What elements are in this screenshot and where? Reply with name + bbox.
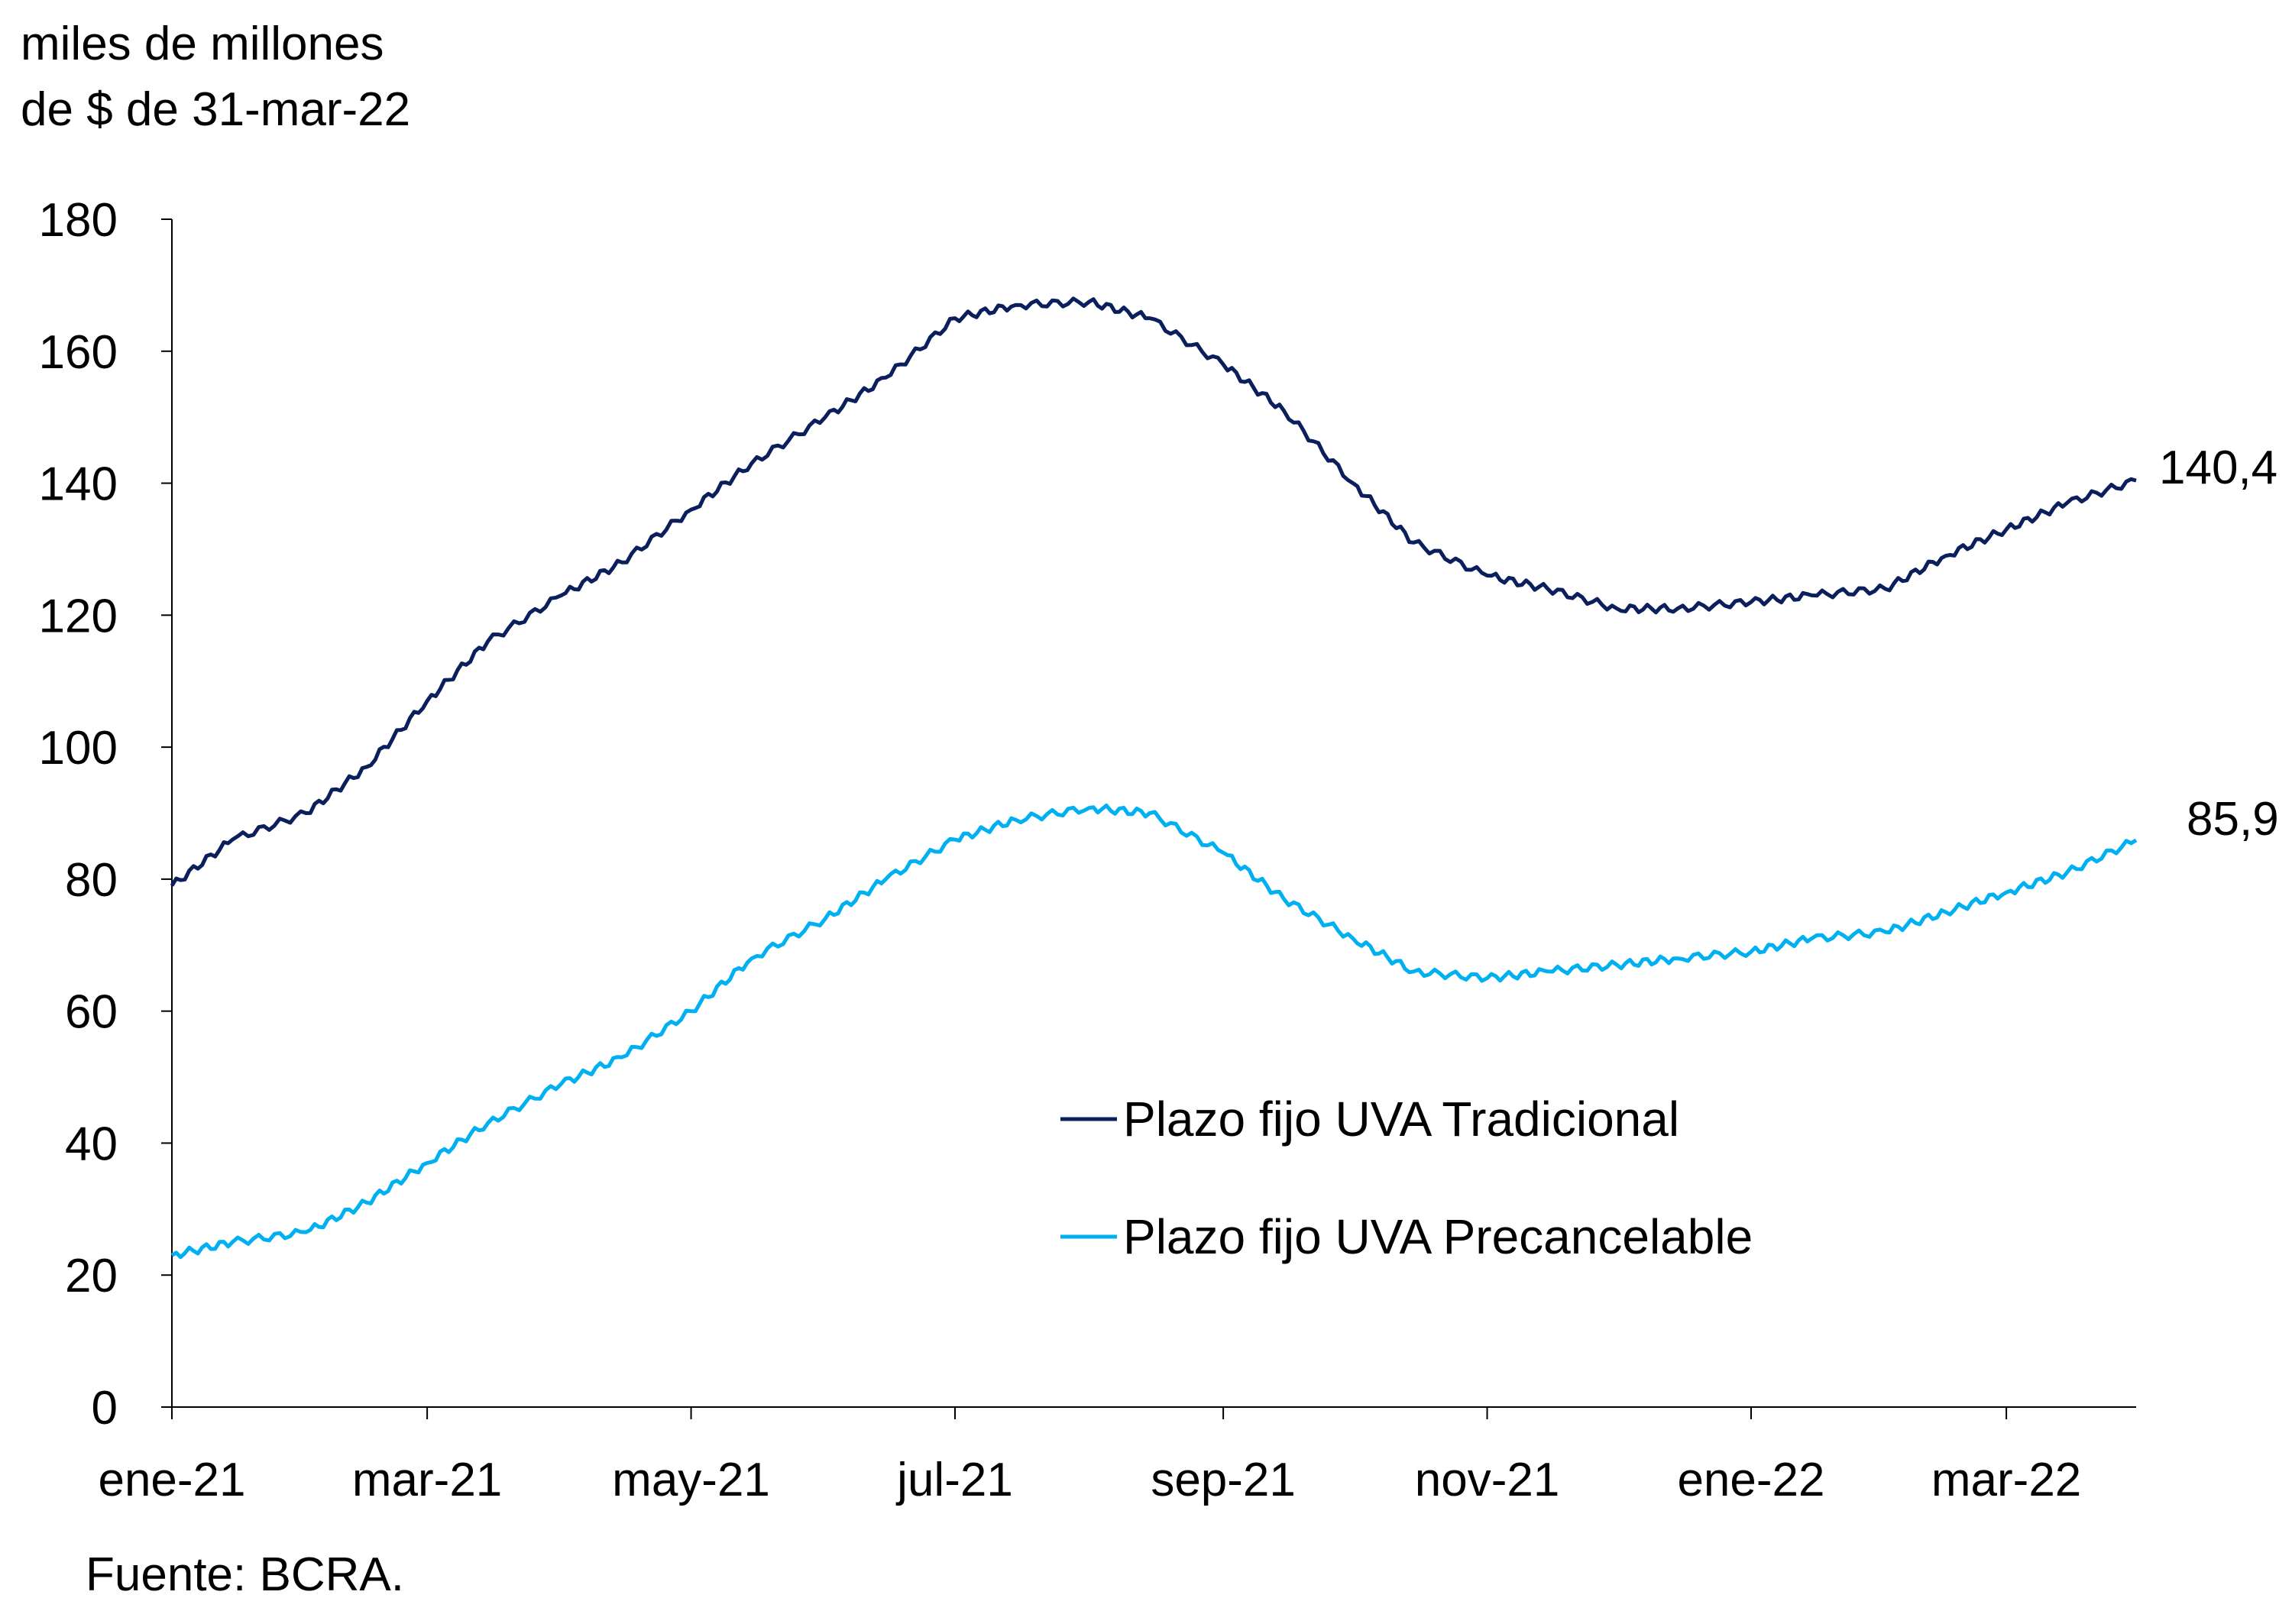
y-tick-label: 20 — [65, 1250, 118, 1302]
end-label-precancelable: 85,9 — [2187, 793, 2279, 846]
y-tick-label: 120 — [39, 590, 118, 642]
y-tick-label: 100 — [39, 722, 118, 775]
y-tick-label: 160 — [39, 326, 118, 379]
x-tick-label: may-21 — [612, 1454, 770, 1506]
series-line-tradicional — [170, 296, 2137, 887]
y-axis-label-line-2: de $ de 31-mar-22 — [21, 83, 410, 136]
source-note: Fuente: BCRA. — [86, 1548, 404, 1601]
y-tick-label: 80 — [65, 854, 118, 907]
series-line-precancelable — [170, 803, 2138, 1260]
x-tick-label: nov-21 — [1415, 1454, 1560, 1506]
legend-label-precancelable: Plazo fijo UVA Precancelable — [1123, 1209, 1753, 1264]
legend-label-tradicional: Plazo fijo UVA Tradicional — [1123, 1092, 1679, 1147]
y-tick-label: 0 — [92, 1382, 118, 1435]
x-tick-label: ene-21 — [98, 1454, 245, 1506]
y-axis-label-line-1: miles de millones — [21, 18, 384, 70]
x-tick-label: jul-21 — [895, 1454, 1013, 1506]
series-lines — [170, 296, 2138, 1260]
y-tick-label: 40 — [65, 1118, 118, 1170]
axes: 0 20 40 60 80 100 120 140 160 180 ene-21 mar-21 may-… — [39, 194, 2136, 1506]
x-tick-label: mar-21 — [352, 1454, 502, 1506]
legend: Plazo fijo UVA Tradicional Plazo fijo UV… — [1060, 1092, 1753, 1264]
x-tick-label: mar-22 — [1931, 1454, 2081, 1506]
end-label-tradicional: 140,4 — [2159, 442, 2277, 494]
y-tick-label: 180 — [39, 194, 118, 247]
x-tick-label: ene-22 — [1677, 1454, 1824, 1506]
x-tick-label: sep-21 — [1151, 1454, 1296, 1506]
y-tick-label: 60 — [65, 986, 118, 1039]
y-tick-label: 140 — [39, 458, 118, 511]
